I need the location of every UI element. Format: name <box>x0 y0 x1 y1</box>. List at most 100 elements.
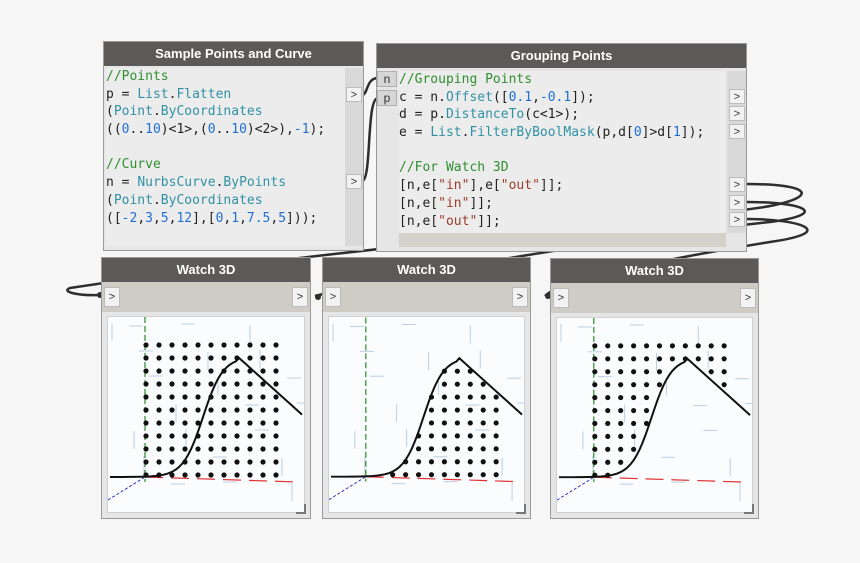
resize-grip-icon[interactable] <box>296 504 306 514</box>
code-token: ]); <box>571 89 595 105</box>
output-port[interactable]: > <box>512 287 528 307</box>
code-token: 10 <box>145 122 161 138</box>
output-port-watch-all[interactable]: > <box>729 177 745 192</box>
code-token: List <box>430 125 462 141</box>
code-token: 0 <box>207 122 216 138</box>
code-token: . <box>461 125 470 141</box>
code-token: //For Watch 3D <box>399 160 509 176</box>
code-token: "out" <box>438 213 478 229</box>
code-line[interactable]: [n,e["out"]]; <box>399 213 726 231</box>
code-token: "out" <box>500 178 540 194</box>
code-line[interactable]: (Point.ByCoordinates <box>106 192 345 210</box>
node-grouping-points[interactable]: Grouping Points n p //Grouping Points c =… <box>376 43 747 252</box>
code-line[interactable]: [n,e["in"],e["out"]]; <box>399 177 726 195</box>
code-token: DistanceTo <box>445 107 525 123</box>
node-sample-points-and-curve[interactable]: Sample Points and Curve //Points p = List… <box>103 41 364 251</box>
code-token: ],[ <box>192 210 216 226</box>
node-watch-3d-all[interactable]: Watch 3D > > <box>101 257 311 519</box>
code-token: [n,e[ <box>399 213 439 229</box>
input-port[interactable]: > <box>553 288 569 308</box>
code-line[interactable]: e = List.FilterByBoolMask(p,d[0]>d[1]); <box>399 124 726 142</box>
output-port-c[interactable]: > <box>729 89 745 104</box>
resize-grip-icon[interactable] <box>516 504 526 514</box>
node-watch-3d-out[interactable]: Watch 3D > > <box>550 258 759 519</box>
code-line[interactable]: n = NurbsCurve.ByPoints <box>106 174 345 192</box>
resize-grip-icon[interactable] <box>744 504 754 514</box>
code-token: n = <box>106 175 138 191</box>
3d-viewport[interactable] <box>107 316 305 513</box>
code-line[interactable]: p = List.Flatten <box>106 86 345 104</box>
output-port-column <box>345 68 363 246</box>
code-token: //Grouping Points <box>399 72 533 87</box>
code-block[interactable]: //Points p = List.Flatten (Point.ByCoordin… <box>106 68 345 246</box>
code-token: , <box>270 210 279 226</box>
code-token: List <box>137 86 169 102</box>
code-token: FilterByBoolMask <box>469 125 595 141</box>
input-port[interactable]: > <box>325 287 341 307</box>
code-token: "in" <box>438 178 470 194</box>
code-token: ([ <box>106 210 122 226</box>
code-token: ( <box>106 192 114 208</box>
code-token: 5 <box>160 210 169 226</box>
code-token: c = n. <box>399 89 446 105</box>
code-line[interactable]: d = p.DistanceTo(c<1>); <box>399 106 726 124</box>
code-token: -2 <box>121 210 138 226</box>
code-line[interactable]: //For Watch 3D <box>399 159 726 177</box>
code-token: . <box>152 192 161 208</box>
code-line[interactable]: //Points <box>106 68 345 86</box>
code-token: //Curve <box>106 157 161 173</box>
code-line[interactable] <box>399 142 726 160</box>
3d-viewport[interactable] <box>556 317 753 513</box>
code-token: 12 <box>176 210 193 226</box>
node-title[interactable]: Watch 3D <box>102 258 310 282</box>
code-line[interactable]: (Point.ByCoordinates <box>106 103 345 121</box>
code-token: 7.5 <box>246 210 271 226</box>
node-title[interactable]: Sample Points and Curve <box>104 42 363 66</box>
output-port[interactable]: > <box>740 288 756 308</box>
code-line[interactable]: ([-2,3,5,12],[0,1,7.5,5])); <box>106 210 345 228</box>
code-token: )<2>), <box>246 122 294 138</box>
code-token: 0 <box>215 210 224 226</box>
code-block[interactable]: //Grouping Points c = n.Offset([0.1,-0.1]… <box>399 71 726 233</box>
output-port-p[interactable]: > <box>346 87 362 102</box>
output-port-n[interactable]: > <box>346 174 362 189</box>
code-token: e = <box>399 125 431 141</box>
input-port-p[interactable]: p <box>377 90 397 106</box>
code-token: . <box>215 175 224 191</box>
code-token: (c<1>); <box>524 107 580 123</box>
code-token: 0 <box>121 122 130 138</box>
code-token: 1 <box>231 210 240 226</box>
node-title[interactable]: Grouping Points <box>377 44 746 68</box>
code-token: . <box>168 86 177 102</box>
code-line[interactable]: //Grouping Points <box>399 71 726 89</box>
input-port-n[interactable]: n <box>377 71 397 87</box>
node-title[interactable]: Watch 3D <box>551 259 758 283</box>
input-port[interactable]: > <box>104 287 120 307</box>
code-line[interactable]: c = n.Offset([0.1,-0.1]); <box>399 89 726 107</box>
code-token: ([ <box>492 89 509 105</box>
output-port-e[interactable]: > <box>729 124 745 139</box>
code-token: -1 <box>293 122 310 138</box>
code-token: 1 <box>672 125 681 141</box>
output-port-watch-out[interactable]: > <box>729 212 745 227</box>
code-token: ])); <box>286 210 318 226</box>
port-bar: > > <box>551 283 758 313</box>
code-token: . <box>152 104 161 120</box>
code-token: NurbsCurve <box>137 175 216 191</box>
output-port-d[interactable]: > <box>729 106 745 121</box>
code-line[interactable] <box>106 139 345 157</box>
code-token: Offset <box>445 89 493 105</box>
3d-viewport[interactable] <box>328 316 525 513</box>
output-port-watch-in[interactable]: > <box>729 195 745 210</box>
code-line[interactable]: ((0..10)<1>,(0..10)<2>),-1); <box>106 121 345 139</box>
code-token: 10 <box>231 122 247 138</box>
node-watch-3d-in[interactable]: Watch 3D > > <box>322 257 531 519</box>
code-token: ]>d[ <box>641 125 673 141</box>
code-token: , <box>239 210 247 226</box>
code-line[interactable]: [n,e["in"]]; <box>399 195 726 213</box>
node-title[interactable]: Watch 3D <box>323 258 530 282</box>
output-port[interactable]: > <box>292 287 308 307</box>
code-token: , <box>137 210 146 226</box>
code-scrollbar[interactable] <box>399 233 726 247</box>
code-line[interactable]: //Curve <box>106 156 345 174</box>
